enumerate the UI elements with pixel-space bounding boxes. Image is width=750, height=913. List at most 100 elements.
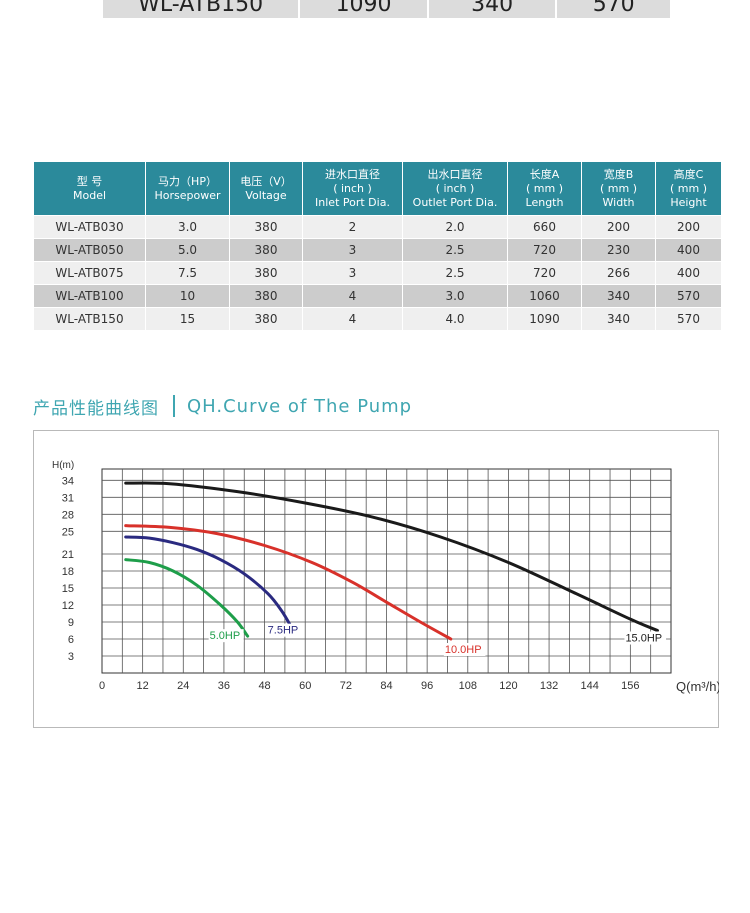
table-cell: 230 (581, 238, 656, 262)
x-tick-label: 132 (540, 680, 558, 692)
header-outlet: 出水口直径( inch ) Outlet Port Dia. (402, 161, 508, 216)
x-tick-label: 72 (340, 680, 352, 692)
table-cell: 660 (507, 215, 582, 239)
series-label: 10.0HP (445, 644, 482, 656)
y-tick-label: 18 (62, 566, 74, 578)
title-chinese: 产品性能曲线图 (33, 398, 159, 419)
table-cell: 7.5 (145, 261, 230, 285)
x-tick-label: 48 (258, 680, 270, 692)
table-cell: 10 (145, 284, 230, 308)
table-cell: 4 (302, 284, 403, 308)
y-tick-label: 25 (62, 526, 74, 538)
x-tick-label: 144 (581, 680, 599, 692)
table-cell: 1090 (507, 307, 582, 331)
table-cell: 4 (302, 307, 403, 331)
table-cell: 400 (655, 261, 722, 285)
x-tick-label: 36 (218, 680, 230, 692)
y-tick-label: 6 (68, 634, 74, 646)
x-tick-label: 96 (421, 680, 433, 692)
table-cell: 5.0 (145, 238, 230, 262)
title-english: QH.Curve of The Pump (187, 395, 413, 417)
qh-curve-chart: 0 12 24 36 48 60 72 84 96 108 120 132 144 15636912151… (52, 460, 719, 694)
table-cell: WL-ATB075 (33, 261, 146, 285)
table-cell: 340 (581, 284, 656, 308)
table-row: WL-ATB100 10 380 4 3.0 1060 340 570 (33, 284, 722, 308)
table-cell: 380 (229, 307, 303, 331)
series-label-bg (266, 623, 302, 637)
table-cell: 380 (229, 238, 303, 262)
header-model: 型 号 Model (33, 161, 146, 216)
table-cell: 3 (302, 238, 403, 262)
table-row: WL-ATB075 7.5 380 3 2.5 720 266 400 (33, 261, 722, 285)
table-cell: WL-ATB100 (33, 284, 146, 308)
series-line-5-0hp (124, 558, 250, 638)
table-cell: 2.5 (402, 238, 508, 262)
table-cell: 570 (655, 284, 722, 308)
title-divider (173, 395, 175, 417)
y-axis-label: H(m) (52, 460, 74, 471)
table-cell: 266 (581, 261, 656, 285)
table-header-row: 型 号 Model 马力（HP） Horsepower 电压（V） Voltage 进… (33, 161, 722, 216)
table-cell: 2.5 (402, 261, 508, 285)
prev-height-cell: 570 (557, 0, 670, 18)
table-cell: 15 (145, 307, 230, 331)
series-line-10-0hp (124, 524, 453, 641)
series-label: 15.0HP (625, 633, 662, 645)
table-cell: 720 (507, 261, 582, 285)
table-row: WL-ATB050 5.0 380 3 2.5 720 230 400 (33, 238, 722, 262)
header-width: 宽度B( mm ) Width (581, 161, 656, 216)
y-tick-label: 12 (62, 600, 74, 612)
series-label-bg (443, 643, 486, 656)
series-label-bg (624, 631, 667, 645)
x-axis-label: Q(m³/h) (676, 679, 719, 694)
y-tick-label: 9 (68, 617, 74, 629)
y-tick-label: 34 (62, 475, 74, 487)
table-cell: 200 (655, 215, 722, 239)
table-cell: 4.0 (402, 307, 508, 331)
series-line-7-5hp (124, 535, 294, 630)
header-height: 高度C( mm ) Height (655, 161, 722, 216)
table-cell: 340 (581, 307, 656, 331)
table-cell: 380 (229, 261, 303, 285)
table-cell: 380 (229, 284, 303, 308)
table-cell: 3.0 (145, 215, 230, 239)
x-tick-label: 156 (621, 680, 639, 692)
series-label: 7.5HP (268, 625, 299, 637)
previous-table-last-row: WL-ATB150 1090 340 570 (103, 0, 670, 18)
y-tick-label: 21 (62, 549, 74, 561)
table-cell: 570 (655, 307, 722, 331)
series-label: 5.0HP (210, 630, 241, 642)
table-cell: 1060 (507, 284, 582, 308)
x-tick-label: 24 (177, 680, 189, 692)
prev-length-cell: 1090 (300, 0, 429, 18)
prev-model-cell: WL-ATB150 (103, 0, 301, 18)
header-voltage: 电压（V） Voltage (229, 161, 303, 216)
table-cell: 400 (655, 238, 722, 262)
x-tick-label: 12 (137, 680, 149, 692)
header-inlet: 进水口直径( inch ) Inlet Port Dia. (302, 161, 403, 216)
table-cell: 2.0 (402, 215, 508, 239)
table-cell: WL-ATB030 (33, 215, 146, 239)
series-line-15-0hp (124, 481, 659, 632)
table-cell: 200 (581, 215, 656, 239)
y-tick-label: 31 (62, 492, 74, 504)
series-label-bg (208, 629, 244, 643)
header-length: 长度A( mm ) Length (507, 161, 582, 216)
x-tick-label: 60 (299, 680, 311, 692)
table-cell: 3 (302, 261, 403, 285)
header-horsepower: 马力（HP） Horsepower (145, 161, 230, 216)
x-tick-label: 84 (380, 680, 392, 692)
table-cell: 3.0 (402, 284, 508, 308)
table-cell: 2 (302, 215, 403, 239)
table-cell: WL-ATB050 (33, 238, 146, 262)
x-tick-label: 0 (99, 680, 105, 692)
x-tick-label: 108 (459, 680, 477, 692)
spec-table: 型 号 Model 马力（HP） Horsepower 电压（V） Voltage 进… (33, 161, 722, 331)
curve-section-title: 产品性能曲线图 QH.Curve of The Pump (33, 393, 412, 419)
table-cell: 380 (229, 215, 303, 239)
y-tick-label: 28 (62, 509, 74, 521)
prev-width-cell: 340 (428, 0, 558, 18)
table-cell: 720 (507, 238, 582, 262)
table-row: WL-ATB150 15 380 4 4.0 1090 340 570 (33, 307, 722, 331)
x-tick-label: 120 (499, 680, 517, 692)
